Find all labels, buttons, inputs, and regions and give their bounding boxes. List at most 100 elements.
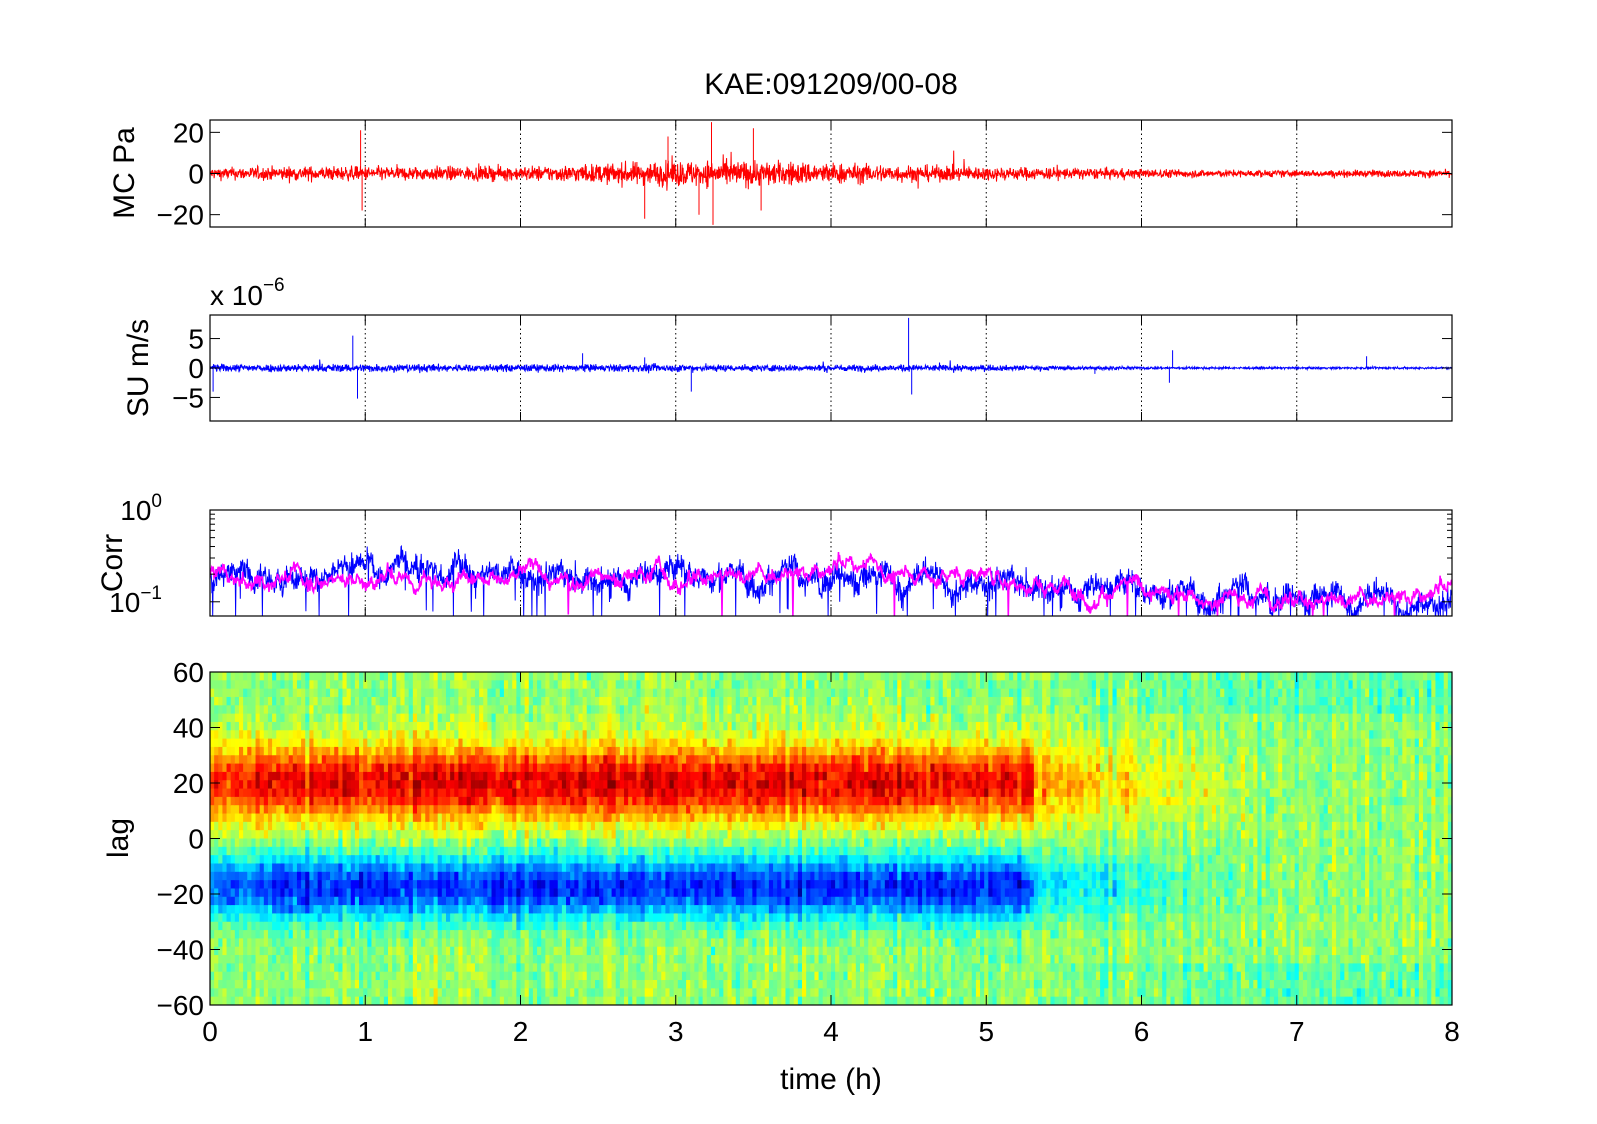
heatmap-cell bbox=[590, 863, 596, 873]
heatmap-cell bbox=[499, 696, 505, 706]
heatmap-cell bbox=[491, 688, 497, 698]
heatmap-cell bbox=[334, 771, 339, 781]
heatmap-cell bbox=[433, 838, 439, 848]
heatmap-cell bbox=[234, 672, 240, 681]
heatmap-cell bbox=[247, 771, 252, 781]
heatmap-cell bbox=[644, 755, 650, 765]
heatmap-cell bbox=[367, 855, 373, 865]
heatmap-cell bbox=[491, 855, 497, 865]
heatmap-cell bbox=[280, 980, 286, 989]
heatmap-cell bbox=[611, 788, 617, 798]
heatmap-cell bbox=[259, 788, 265, 798]
heatmap-cell bbox=[677, 930, 683, 939]
heatmap-cell bbox=[408, 721, 414, 731]
heatmap-cell bbox=[433, 672, 439, 681]
heatmap-cell bbox=[363, 755, 368, 765]
heatmap-cell bbox=[462, 780, 468, 790]
heatmap-cell bbox=[541, 730, 546, 740]
heatmap-cell bbox=[537, 946, 542, 956]
heatmap-cell bbox=[495, 788, 501, 798]
heatmap-cell bbox=[657, 705, 662, 715]
heatmap-cell bbox=[661, 971, 666, 981]
heatmap-cell bbox=[541, 705, 546, 715]
heatmap-cell bbox=[367, 888, 373, 898]
heatmap-cell bbox=[595, 780, 600, 790]
heatmap-cell bbox=[611, 946, 617, 956]
heatmap-cell bbox=[524, 896, 530, 906]
heatmap-cell bbox=[615, 955, 621, 964]
heatmap-cell bbox=[218, 846, 224, 856]
heatmap-cell bbox=[644, 946, 650, 956]
heatmap-cell bbox=[218, 713, 224, 723]
heatmap-cell bbox=[677, 730, 683, 740]
heatmap-cell bbox=[524, 996, 530, 1005]
heatmap-cell bbox=[566, 905, 571, 915]
heatmap-cell bbox=[698, 913, 704, 923]
heatmap-cell bbox=[214, 930, 219, 939]
heatmap-cell bbox=[702, 696, 708, 706]
heatmap-cell bbox=[272, 721, 277, 731]
heatmap-cell bbox=[458, 855, 464, 865]
heatmap-cell bbox=[238, 930, 244, 939]
heatmap-cell bbox=[263, 830, 269, 840]
heatmap-cell bbox=[487, 855, 493, 865]
heatmap-cell bbox=[503, 780, 509, 790]
heatmap-cell bbox=[226, 705, 232, 715]
heatmap-cell bbox=[462, 813, 468, 823]
heatmap-cell bbox=[628, 955, 633, 964]
heatmap-cell bbox=[433, 921, 439, 931]
heatmap-cell bbox=[255, 846, 261, 856]
heatmap-cell bbox=[640, 680, 646, 690]
heatmap-cell bbox=[570, 771, 575, 781]
heatmap-cell bbox=[570, 905, 575, 915]
heatmap-cell bbox=[681, 888, 687, 898]
heatmap-cell bbox=[520, 913, 526, 923]
heatmap-cell bbox=[421, 696, 426, 706]
heatmap-cell bbox=[690, 996, 695, 1005]
heatmap-cell bbox=[350, 930, 356, 939]
heatmap-cell bbox=[445, 896, 451, 906]
heatmap-cell bbox=[619, 796, 625, 806]
heatmap-cell bbox=[487, 821, 493, 831]
heatmap-cell bbox=[359, 955, 364, 964]
heatmap-cell bbox=[549, 763, 555, 773]
heatmap-cell bbox=[466, 930, 472, 939]
heatmap-cell bbox=[346, 863, 352, 873]
heatmap-cell bbox=[607, 905, 613, 915]
heatmap-cell bbox=[677, 838, 683, 848]
heatmap-cell bbox=[392, 721, 397, 731]
heatmap-cell bbox=[272, 971, 277, 981]
heatmap-cell bbox=[214, 680, 219, 690]
heatmap-cell bbox=[429, 963, 435, 973]
heatmap-cell bbox=[607, 771, 613, 781]
heatmap-cell bbox=[557, 821, 563, 831]
heatmap-cell bbox=[359, 813, 364, 823]
heatmap-cell bbox=[491, 805, 497, 815]
heatmap-cell bbox=[466, 821, 472, 831]
heatmap-cell bbox=[495, 705, 501, 715]
heatmap-cell bbox=[317, 955, 323, 964]
heatmap-cell bbox=[338, 871, 344, 881]
heatmap-cell bbox=[595, 871, 600, 881]
heatmap-cell bbox=[503, 838, 509, 848]
heatmap-cell bbox=[458, 680, 464, 690]
heatmap-cell bbox=[346, 938, 352, 948]
heatmap-cell bbox=[259, 880, 265, 890]
heatmap-cell bbox=[537, 771, 542, 781]
heatmap-cell bbox=[367, 905, 373, 915]
heatmap-cell bbox=[474, 755, 480, 765]
heatmap-cell bbox=[429, 688, 435, 698]
heatmap-cell bbox=[238, 888, 244, 898]
heatmap-cell bbox=[259, 680, 265, 690]
heatmap-cell bbox=[354, 996, 360, 1005]
heatmap-cell bbox=[218, 796, 224, 806]
heatmap-cell bbox=[325, 988, 331, 998]
heatmap-cell bbox=[553, 705, 559, 715]
heatmap-cell bbox=[404, 771, 410, 781]
heatmap-cell bbox=[640, 805, 646, 815]
heatmap-cell bbox=[640, 980, 646, 989]
heatmap-cell bbox=[350, 888, 356, 898]
heatmap-cell bbox=[288, 963, 294, 973]
heatmap-cell bbox=[702, 846, 708, 856]
heatmap-cell bbox=[636, 913, 642, 923]
